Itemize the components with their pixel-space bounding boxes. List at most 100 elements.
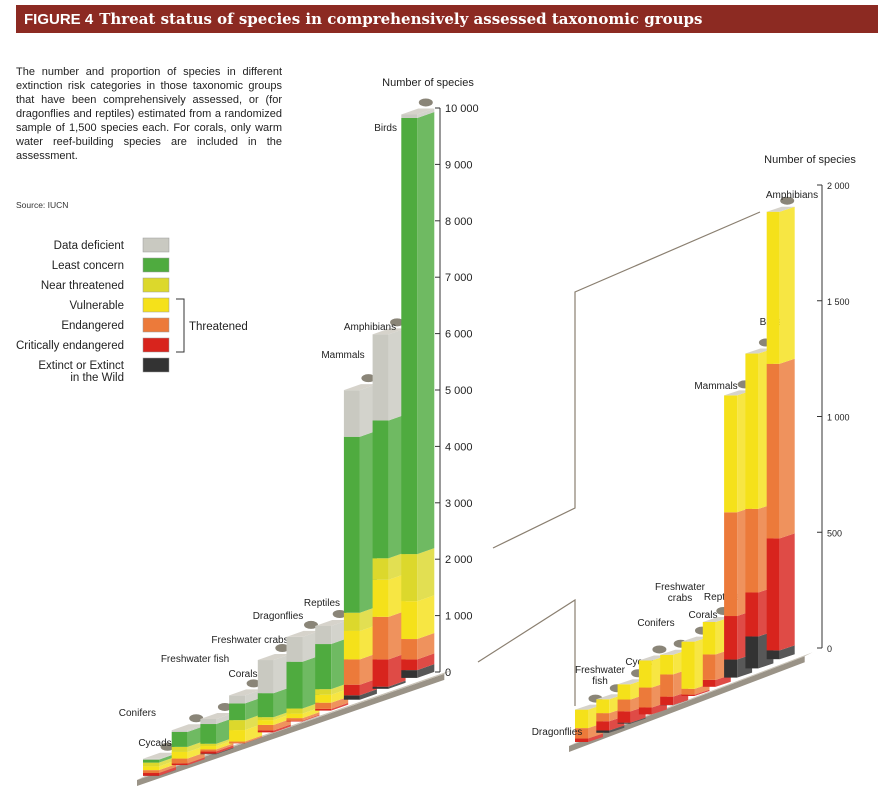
animal-icon-amphibians bbox=[780, 196, 795, 205]
bar-segment-cr bbox=[702, 679, 716, 687]
bar-segment-cr bbox=[200, 751, 217, 754]
bar-top bbox=[372, 328, 406, 335]
bar-segment-dd bbox=[143, 758, 159, 760]
figure-title: Threat status of species in comprehensiv… bbox=[99, 10, 703, 28]
bar-side-en bbox=[273, 718, 291, 731]
bar-segment-ex bbox=[401, 670, 418, 678]
bar-segment-vu bbox=[257, 720, 274, 725]
bar-side-ex bbox=[359, 689, 377, 700]
bar-top bbox=[617, 679, 646, 685]
y-tick-label: 2 000 bbox=[445, 554, 473, 566]
bar-segment-en bbox=[660, 674, 674, 697]
bar-segment-dd bbox=[401, 114, 418, 118]
category-label: Freshwater fish bbox=[161, 654, 229, 665]
category-label: Reptiles bbox=[304, 598, 340, 609]
bar-side-vu bbox=[417, 595, 435, 640]
legend-swatch-en bbox=[142, 317, 170, 333]
bar-side-cr bbox=[651, 702, 667, 715]
bar-top bbox=[229, 689, 263, 696]
bar-side-cr bbox=[245, 736, 263, 744]
bar-segment-en bbox=[200, 749, 217, 752]
bar-side-ex bbox=[630, 717, 646, 724]
bar-side-ex bbox=[417, 664, 435, 678]
bar-segment-vu bbox=[745, 353, 759, 509]
bar-segment-dd bbox=[200, 718, 217, 725]
threatened-label: Threatened bbox=[189, 321, 248, 333]
figure-description: The number and proportion of species in … bbox=[16, 66, 282, 162]
legend-label-nt: Near threatened bbox=[41, 280, 124, 292]
bar-side-en bbox=[331, 696, 349, 709]
bar-segment-en bbox=[171, 758, 188, 764]
bar-side-cr bbox=[331, 702, 349, 711]
bar-top bbox=[401, 108, 435, 115]
bar-segment-en bbox=[617, 699, 631, 712]
legend-swatch-ex bbox=[142, 357, 170, 373]
bar-segment-vu bbox=[681, 641, 695, 689]
bar-segment-cr bbox=[143, 773, 159, 776]
y-tick-label: 9 000 bbox=[445, 159, 473, 171]
bar-segment-vu bbox=[575, 709, 588, 729]
bar-segment-nt bbox=[401, 554, 418, 602]
category-label: Freshwater bbox=[655, 582, 706, 593]
bar-top bbox=[286, 630, 320, 637]
bar-segment-lc bbox=[143, 759, 159, 763]
animal-icon-dragonflies bbox=[304, 620, 318, 629]
bar-segment-dd bbox=[229, 695, 246, 704]
bar-segment-nt bbox=[143, 762, 159, 767]
bar-side-en bbox=[187, 752, 205, 764]
zoom-connector-line bbox=[492, 211, 761, 549]
bar-segment-cr bbox=[724, 616, 738, 660]
bar-side-cr bbox=[159, 767, 176, 776]
figure-title-bar: FIGURE 4 Threat status of species in comp… bbox=[16, 5, 878, 33]
bar-segment-ex bbox=[745, 636, 759, 669]
bar-segment-ex bbox=[343, 695, 360, 700]
threatened-bracket bbox=[176, 298, 185, 353]
bar-segment-vu bbox=[372, 579, 389, 617]
bar-side-cr bbox=[302, 714, 320, 722]
y-tick-label: 7 000 bbox=[445, 272, 473, 284]
bar-segment-vu bbox=[343, 630, 360, 660]
bar-segment-en bbox=[229, 741, 246, 743]
bar-side-cr bbox=[273, 724, 291, 733]
y-tick-label: 1 500 bbox=[827, 297, 850, 307]
animal-icon-birds bbox=[418, 98, 433, 107]
bar-side-ex bbox=[609, 725, 625, 733]
bar-segment-en bbox=[596, 713, 610, 722]
y-tick-label: 5 000 bbox=[445, 385, 473, 397]
bar-segment-ex bbox=[617, 722, 631, 724]
y-tick-label: 10 000 bbox=[445, 103, 479, 115]
bar-top bbox=[171, 724, 205, 731]
bar-segment-en bbox=[315, 702, 332, 709]
bar-side-ex bbox=[388, 680, 406, 689]
animal-icon-cycads bbox=[160, 742, 175, 751]
bar-segment-nt bbox=[257, 717, 274, 721]
bar-side-en bbox=[216, 743, 234, 752]
bar-segment-nt bbox=[171, 746, 188, 752]
bar-side-cr bbox=[216, 745, 234, 754]
bar-segment-nt bbox=[372, 558, 389, 580]
bar-segment-cr bbox=[681, 694, 695, 696]
bar-segment-dd bbox=[257, 660, 274, 694]
bar-segment-dd bbox=[372, 334, 389, 421]
bar-segment-nt bbox=[315, 689, 332, 695]
legend-swatch-lc bbox=[142, 257, 170, 273]
bar-segment-cr bbox=[286, 720, 303, 722]
category-label: Corals bbox=[229, 669, 258, 680]
ground-plate bbox=[137, 673, 445, 786]
bar-segment-cr bbox=[660, 696, 674, 705]
bar-side-cr bbox=[187, 757, 205, 766]
bar-segment-vu bbox=[766, 211, 780, 364]
bar-segment-cr bbox=[315, 708, 332, 711]
bar-top bbox=[766, 206, 795, 212]
legend-label-vu: Vulnerable bbox=[69, 300, 124, 312]
bar-segment-vu bbox=[638, 660, 652, 688]
bar-segment-dd bbox=[286, 636, 303, 662]
legend-label-ex: Extinct or Extinct bbox=[38, 360, 124, 372]
bar-segment-ex bbox=[596, 730, 610, 733]
category-label: Reptiles bbox=[704, 592, 740, 603]
animal-icon-conifers bbox=[189, 714, 204, 723]
bar-segment-lc bbox=[200, 724, 217, 744]
legend-swatch-dd bbox=[142, 237, 170, 253]
